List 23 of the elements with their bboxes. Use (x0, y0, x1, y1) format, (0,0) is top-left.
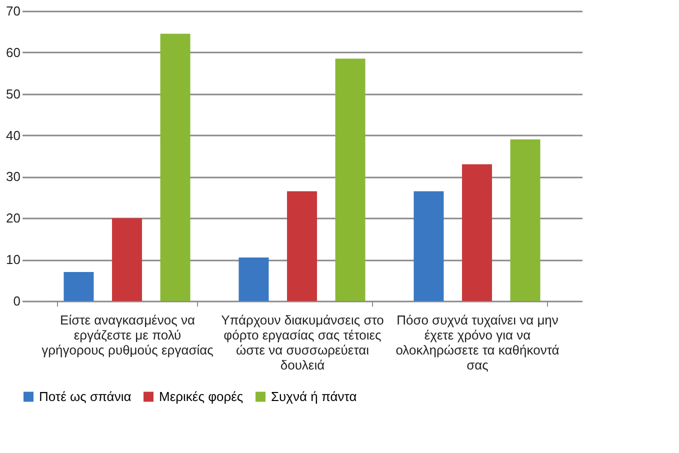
bar (510, 139, 540, 301)
y-tick-label: 60 (6, 44, 20, 60)
x-tick-label: Πόσο συχνά τυχαίνει να μην έχετε χρόνο για να ολοκληρώσετε τα καθήκοντά σας (396, 312, 560, 372)
bar (462, 164, 492, 301)
y-tick-label: 20 (6, 210, 20, 226)
bar (335, 58, 366, 301)
legend-label: Μερικές φορές (159, 388, 244, 404)
y-tick-label: 40 (6, 128, 20, 143)
bar (287, 191, 317, 301)
bar (414, 191, 444, 301)
bar (160, 34, 190, 301)
y-tick-label: 30 (6, 169, 20, 184)
y-tick-label: 0 (13, 294, 20, 308)
y-tick-label: 50 (6, 86, 20, 102)
x-tick-label: Είστε αναγκασμένος να εργάζεστε με πολύ γρήγορους ρυθμούς εργασίας (42, 312, 214, 358)
x-tick-label: Υπάρχουν διακυμάνσεις στο φόρτο εργασίας σας τέτοιες ώστε να συσσωρεύεται δουλειά (221, 312, 384, 372)
bar (64, 272, 94, 301)
legend-label: Ποτέ ως σπάνια (39, 388, 132, 404)
legend-label: Συχνά ή πάντα (271, 388, 358, 404)
y-tick-label: 10 (6, 252, 20, 268)
bar (112, 218, 142, 301)
y-tick-label: 70 (6, 4, 20, 18)
bar (238, 258, 269, 301)
